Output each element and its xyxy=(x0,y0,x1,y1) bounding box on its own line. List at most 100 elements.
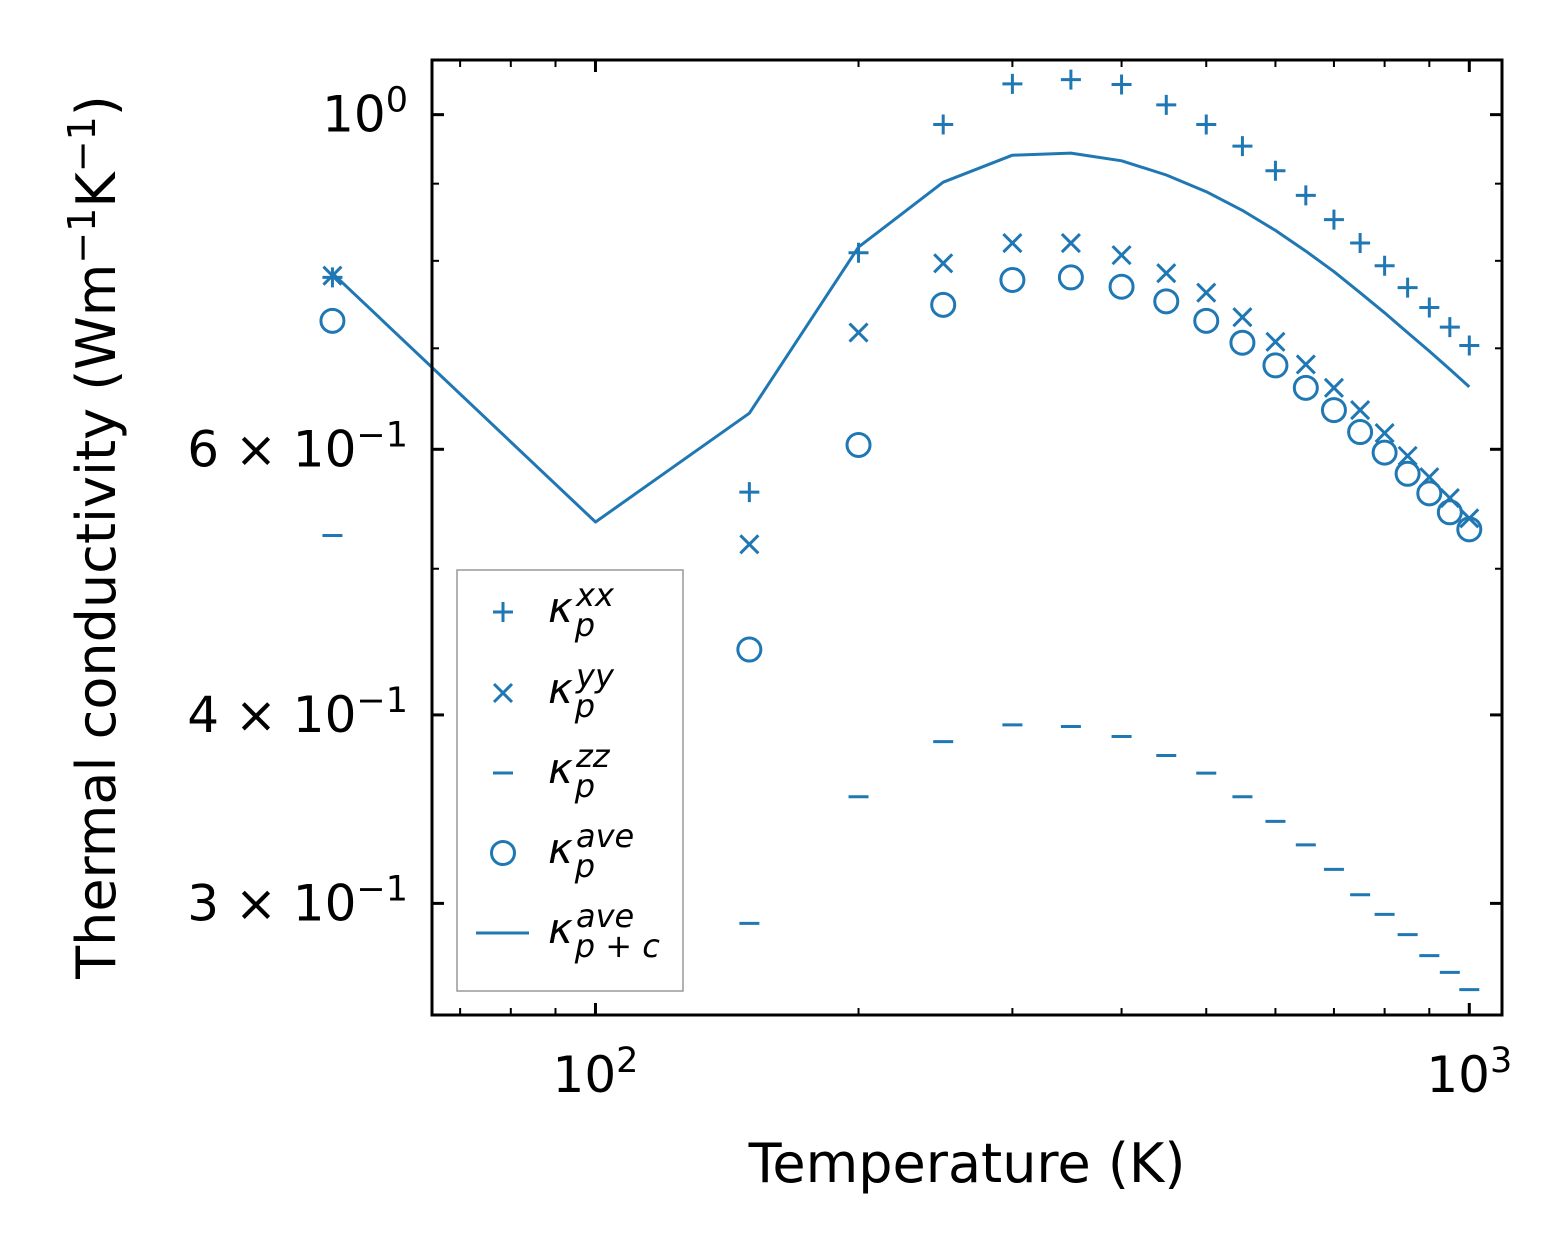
data-point-kappa_p_xx xyxy=(1397,277,1418,298)
legend-label: κp xyxy=(548,744,595,805)
y-tick-label-base: 10 xyxy=(322,86,386,144)
data-point-kappa_p_yy xyxy=(848,322,869,343)
legend-label-subscript: p xyxy=(574,767,595,805)
data-point-kappa_p_xx xyxy=(1002,73,1023,94)
y-axis-label-exponent-2: −1 xyxy=(60,116,104,172)
x-tick-label: 103 xyxy=(1426,1041,1512,1104)
x-tick-label: 102 xyxy=(553,1041,639,1104)
data-point-kappa_p_ave xyxy=(1193,307,1220,334)
y-axis-label: Thermal conductivity (Wm−1K−1) xyxy=(60,95,128,980)
data-point-kappa_p_ave xyxy=(1436,499,1463,526)
x-tick-label-base: 10 xyxy=(1426,1046,1490,1104)
legend-label-superscript: xx xyxy=(575,576,615,614)
legend-label-subscript: p xyxy=(574,847,595,885)
data-point-kappa_p_yy xyxy=(1350,400,1371,421)
legend-label-symbol: κ xyxy=(548,744,573,793)
legend-label-subscript: p xyxy=(574,606,595,644)
data-point-kappa_p_ave xyxy=(1292,374,1319,401)
data-point-kappa_p_xx xyxy=(1156,94,1177,115)
y-tick-label-exponent: −1 xyxy=(356,415,408,455)
data-point-kappa_p_xx xyxy=(1196,114,1217,135)
data-point-kappa_p_ave xyxy=(1262,352,1289,379)
data-point-kappa_p_ave xyxy=(1057,264,1084,291)
legend-label: κp xyxy=(548,824,595,885)
x-tick-labels: 102 103 xyxy=(553,1041,1513,1104)
data-point-kappa_p_yy xyxy=(1156,263,1177,284)
data-point-kappa_p_yy xyxy=(1002,232,1023,254)
y-axis-label-suffix: ) xyxy=(65,95,128,116)
legend-label: κp xyxy=(548,583,595,644)
data-point-kappa_p_yy xyxy=(933,253,954,274)
data-point-kappa_p_xx xyxy=(1350,233,1371,254)
data-point-kappa_p_yy xyxy=(1060,232,1081,254)
data-point-kappa_p_yy xyxy=(1196,282,1217,303)
legend-label-symbol: κ xyxy=(548,824,573,873)
data-point-kappa_p_ave xyxy=(1229,329,1256,356)
data-point-kappa_p_xx xyxy=(739,482,760,503)
data-point-kappa_p_xx xyxy=(1419,297,1440,318)
data-point-kappa_p_ave xyxy=(845,431,872,458)
x-tick-label-exponent: 2 xyxy=(616,1041,638,1081)
y-tick-label-exponent: 0 xyxy=(386,81,408,121)
data-point-kappa_p_ave xyxy=(1153,288,1180,315)
y-axis-label-prefix: Thermal conductivity (Wm xyxy=(65,264,128,980)
legend-label-superscript: ave xyxy=(576,817,634,855)
legend-label-symbol: κ xyxy=(548,583,573,632)
data-point-kappa_p_ave xyxy=(1371,439,1398,466)
data-point-kappa_p_yy xyxy=(739,534,760,555)
y-tick-label: 4 × 10−1 xyxy=(187,681,408,744)
legend-label: κp + c xyxy=(548,904,660,965)
legend-label-subscript: p xyxy=(574,687,595,725)
data-point-kappa_p_ave xyxy=(1320,397,1347,424)
data-point-kappa_p_ave xyxy=(1416,480,1443,507)
data-point-kappa_p_ave xyxy=(1456,516,1483,543)
y-tick-label-exponent: −1 xyxy=(356,869,408,909)
series-kappa_pc_ave xyxy=(331,151,1471,524)
data-point-kappa_p_xx xyxy=(1232,136,1253,157)
data-point-kappa_p_yy xyxy=(1323,377,1345,398)
data-point-kappa_p_yy xyxy=(1111,245,1132,266)
major-ticks xyxy=(432,60,1502,1015)
data-point-kappa_p_xx xyxy=(1439,317,1460,338)
y-tick-label-base: 3 × 10 xyxy=(187,874,356,932)
x-tick-label-base: 10 xyxy=(553,1046,617,1104)
legend-label-symbol: κ xyxy=(548,664,573,713)
y-tick-label-exponent: −1 xyxy=(356,681,408,721)
y-tick-label: 3 × 10−1 xyxy=(187,869,408,932)
data-point-kappa_p_yy xyxy=(1374,423,1395,444)
data-point-kappa_p_ave xyxy=(1394,460,1421,487)
data-point-kappa_p_xx xyxy=(1374,255,1395,276)
data-point-kappa_p_xx xyxy=(933,114,954,135)
y-tick-label-base: 6 × 10 xyxy=(187,420,356,478)
data-point-kappa_p_ave xyxy=(930,291,957,318)
data-point-kappa_p_ave xyxy=(319,307,346,334)
legend-label: κp xyxy=(548,664,595,725)
data-point-kappa_p_yy xyxy=(1397,445,1418,466)
y-tick-label-base: 4 × 10 xyxy=(187,686,356,744)
legend-label-superscript: ave xyxy=(576,897,634,935)
series-line-kappa_pc_ave xyxy=(331,151,1471,524)
legend-label-superscript: zz xyxy=(575,737,611,775)
legend-label-symbol: κ xyxy=(548,904,573,953)
x-axis-label: Temperature (K) xyxy=(748,1132,1186,1195)
legend-label-subscript: p + c xyxy=(574,927,660,965)
data-point-kappa_p_xx xyxy=(1323,209,1344,230)
legend-label-superscript: yy xyxy=(575,657,615,695)
x-tick-label-exponent: 3 xyxy=(1490,1041,1512,1081)
data-point-kappa_p_xx xyxy=(1459,335,1480,356)
plot-frame xyxy=(430,58,1504,1017)
data-point-kappa_p_xx xyxy=(1060,69,1081,90)
data-point-kappa_p_ave xyxy=(1347,419,1374,446)
legend-marker xyxy=(493,602,513,622)
y-axis-label-exponent-1: −1 xyxy=(60,208,104,264)
